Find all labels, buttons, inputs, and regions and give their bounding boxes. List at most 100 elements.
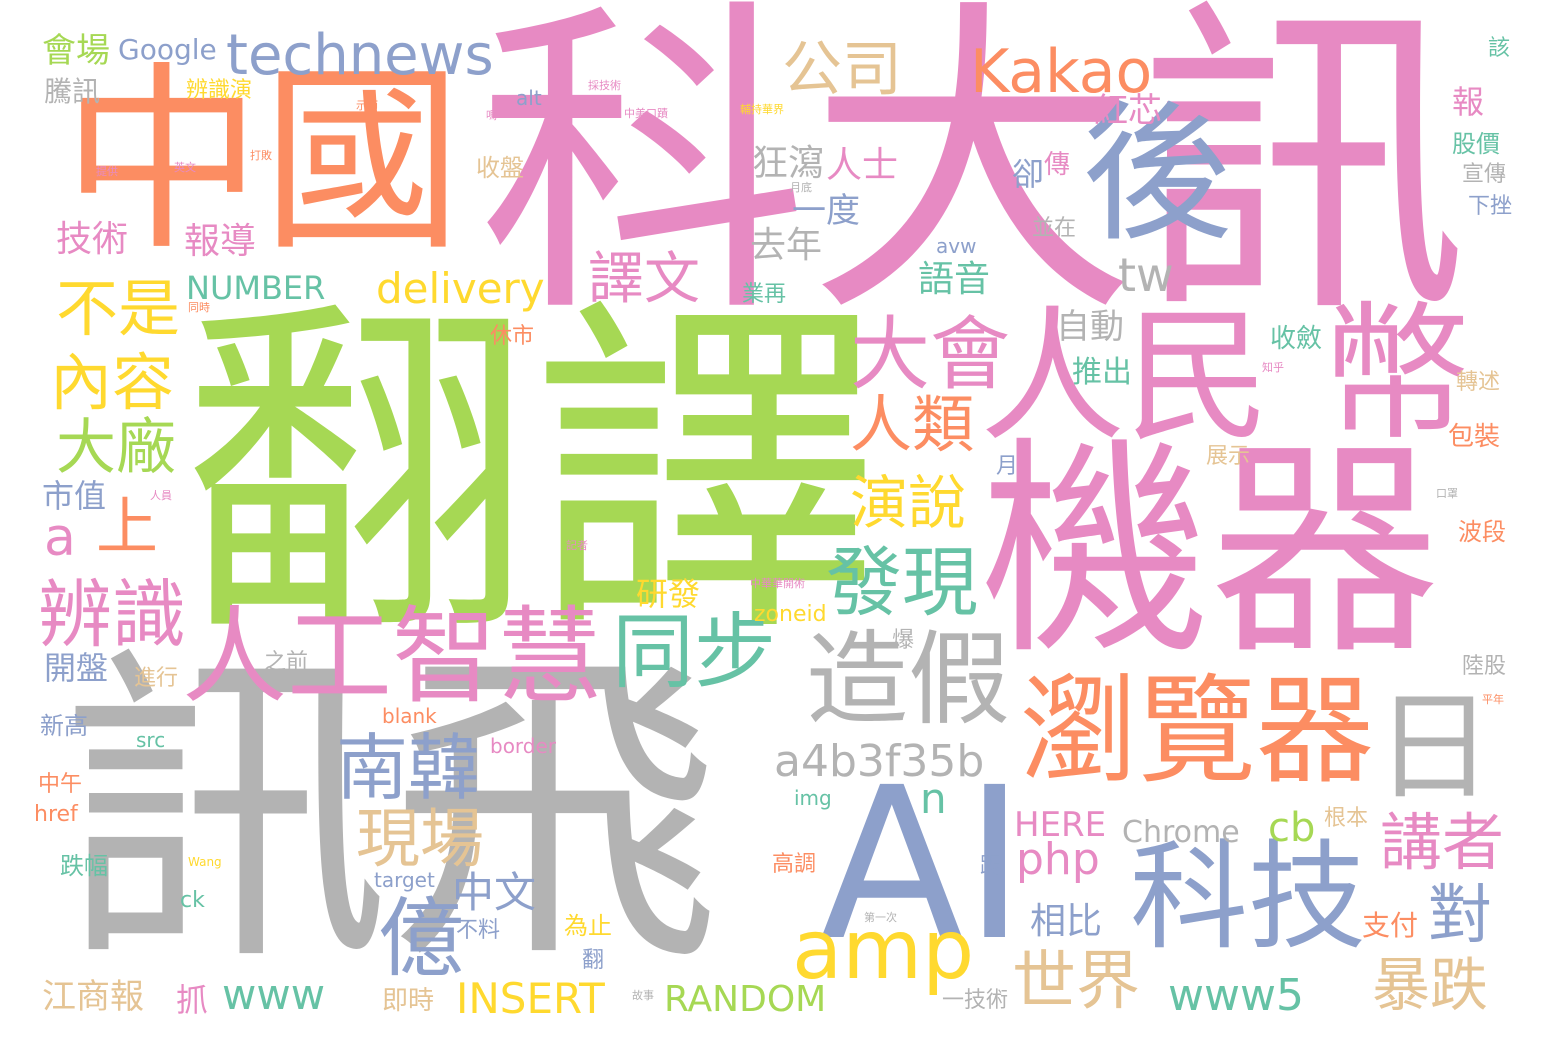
word-bao2: 爆 [892,628,915,653]
word-zhongguo: 中國 [62,45,463,278]
word-zhanshi: 展示 [1206,444,1251,469]
word-neirong: 內容 [50,346,175,419]
word-wang: Wang [188,855,222,869]
word-border: border [490,734,557,758]
word-avw: avw [936,234,977,258]
word-jishi: 即時 [382,986,435,1016]
word-diefu: 跌幅 [60,852,108,880]
word-liulanqi: 瀏覽器 [1020,662,1375,800]
word-ai: AI [820,742,1026,987]
word-yue: 月 [996,454,1019,479]
word-gaodiao: 高調 [772,852,817,877]
word-target: target [374,868,435,892]
word-baodie: 暴跌 [1372,951,1489,1019]
word-cb: cb [1268,805,1316,851]
word-jiqi: 機器 [980,419,1441,686]
word-renyuan: 人員 [150,489,172,502]
word-bao: 報 [1452,83,1485,121]
word-ma: 嗎 [486,109,497,122]
word-fanyi: 翻譯 [182,271,882,679]
word-que: 卻 [1012,155,1045,193]
word-xianchang: 現場 [356,803,484,877]
word-gongsi: 公司 [782,35,902,105]
word-yanfa: 研發 [636,575,701,613]
word-random: RANDOM [664,979,827,1020]
word-shoulian: 收斂 [1270,324,1323,354]
word-tw: tw [1118,248,1174,302]
word-jishu: 技術 [56,219,129,260]
word-pingnian: 平年 [1482,693,1504,706]
word-zhongwen: 中文 [452,868,537,917]
word-ti: 踢 [980,854,1003,879]
word-caijishu: 採技術 [588,79,621,92]
word-bushi: 不是 [56,272,181,345]
word-tigong: 提供 [96,165,118,178]
word-gushi: 故事 [632,989,654,1002]
word-kedaxun: 科大訊 [478,0,1468,357]
word-number: NUMBER [186,269,326,307]
word-chuan: 傳 [1044,150,1071,180]
word-hongxin: 紅芯 [1094,91,1162,131]
word-huichang: 會場 [42,31,110,71]
word-a: a [44,508,76,568]
word-xiushi: 休市 [490,324,535,349]
word-xiangbi: 相比 [1030,901,1103,942]
word-yi: 億 [378,889,464,989]
word-shijie2: 示節 [356,99,378,112]
word-jizhe: 記者 [566,539,588,552]
word-blank: blank [382,704,437,728]
word-hou: 後 [1082,88,1233,262]
word-bi: 幣 [1322,288,1470,460]
word-baozhuang: 包裝 [1448,422,1501,452]
word-diyici: 第一次 [864,911,897,924]
word-fuchihuajie: 輔持華界 [740,103,784,116]
word-bianshiyan: 辨識演 [186,78,253,103]
word-img: img [794,786,832,810]
word-ck: ck [180,888,205,913]
word-shoupan: 收盤 [476,154,524,182]
word-gujia: 股價 [1452,130,1500,158]
word-jiangshangbao: 江商報 [42,977,144,1017]
word-zhongmei: 中美口蹟 [624,107,668,120]
word-weizhi: 為止 [564,912,612,940]
word-ri: 日 [1375,678,1494,816]
word-xuanchuan: 宣傳 [1462,162,1507,187]
word-tengxun: 騰訊 [44,75,101,108]
word-renshi: 人士 [826,145,899,186]
word-tuichu: 推出 [1072,355,1132,390]
word-yuedi: 月底 [790,181,812,194]
word-xunfei: 訊飛 [60,621,720,1005]
word-here: HERE [1014,805,1107,845]
word-shang: 上 [96,490,159,563]
word-tongshi: 同時 [188,301,210,314]
word-renmin: 人民 [980,293,1270,462]
word-gai: 該 [1488,36,1511,61]
word-technews: technews [226,23,494,88]
word-xiacuo: 下挫 [1468,194,1513,219]
word-xingao: 新高 [40,712,88,740]
word-kouzhao: 口罩 [1436,487,1458,500]
word-zaojia: 造假 [806,621,1010,740]
word-zoneid: zoneid [754,602,827,627]
word-boduan: 波段 [1458,518,1506,546]
word-yijishu: 一技術 [942,988,1009,1013]
word-shizhi: 市值 [42,477,107,515]
word-a4b3f35b: a4b3f35b [774,736,985,787]
word-n: n [920,774,947,823]
word-dachang: 大廠 [56,413,176,483]
word-shijie: 世界 [1012,945,1140,1019]
word-dahui: 大會 [850,308,1010,401]
word-zhonghua: 中華華開術 [750,577,805,590]
word-dui: 對 [1428,879,1492,953]
word-qunian: 去年 [750,225,823,266]
word-yingwen: 英文 [174,161,196,174]
word-genben: 根本 [1324,806,1369,831]
word-baodao: 報導 [184,221,257,262]
word-src: src [136,728,166,752]
word-www: www [222,970,326,1019]
word-zhihu: 知乎 [1262,361,1284,374]
word-bingzai: 並在 [1032,216,1077,241]
word-yanshuo: 演說 [850,469,967,537]
word-fan: 翻 [582,948,605,973]
